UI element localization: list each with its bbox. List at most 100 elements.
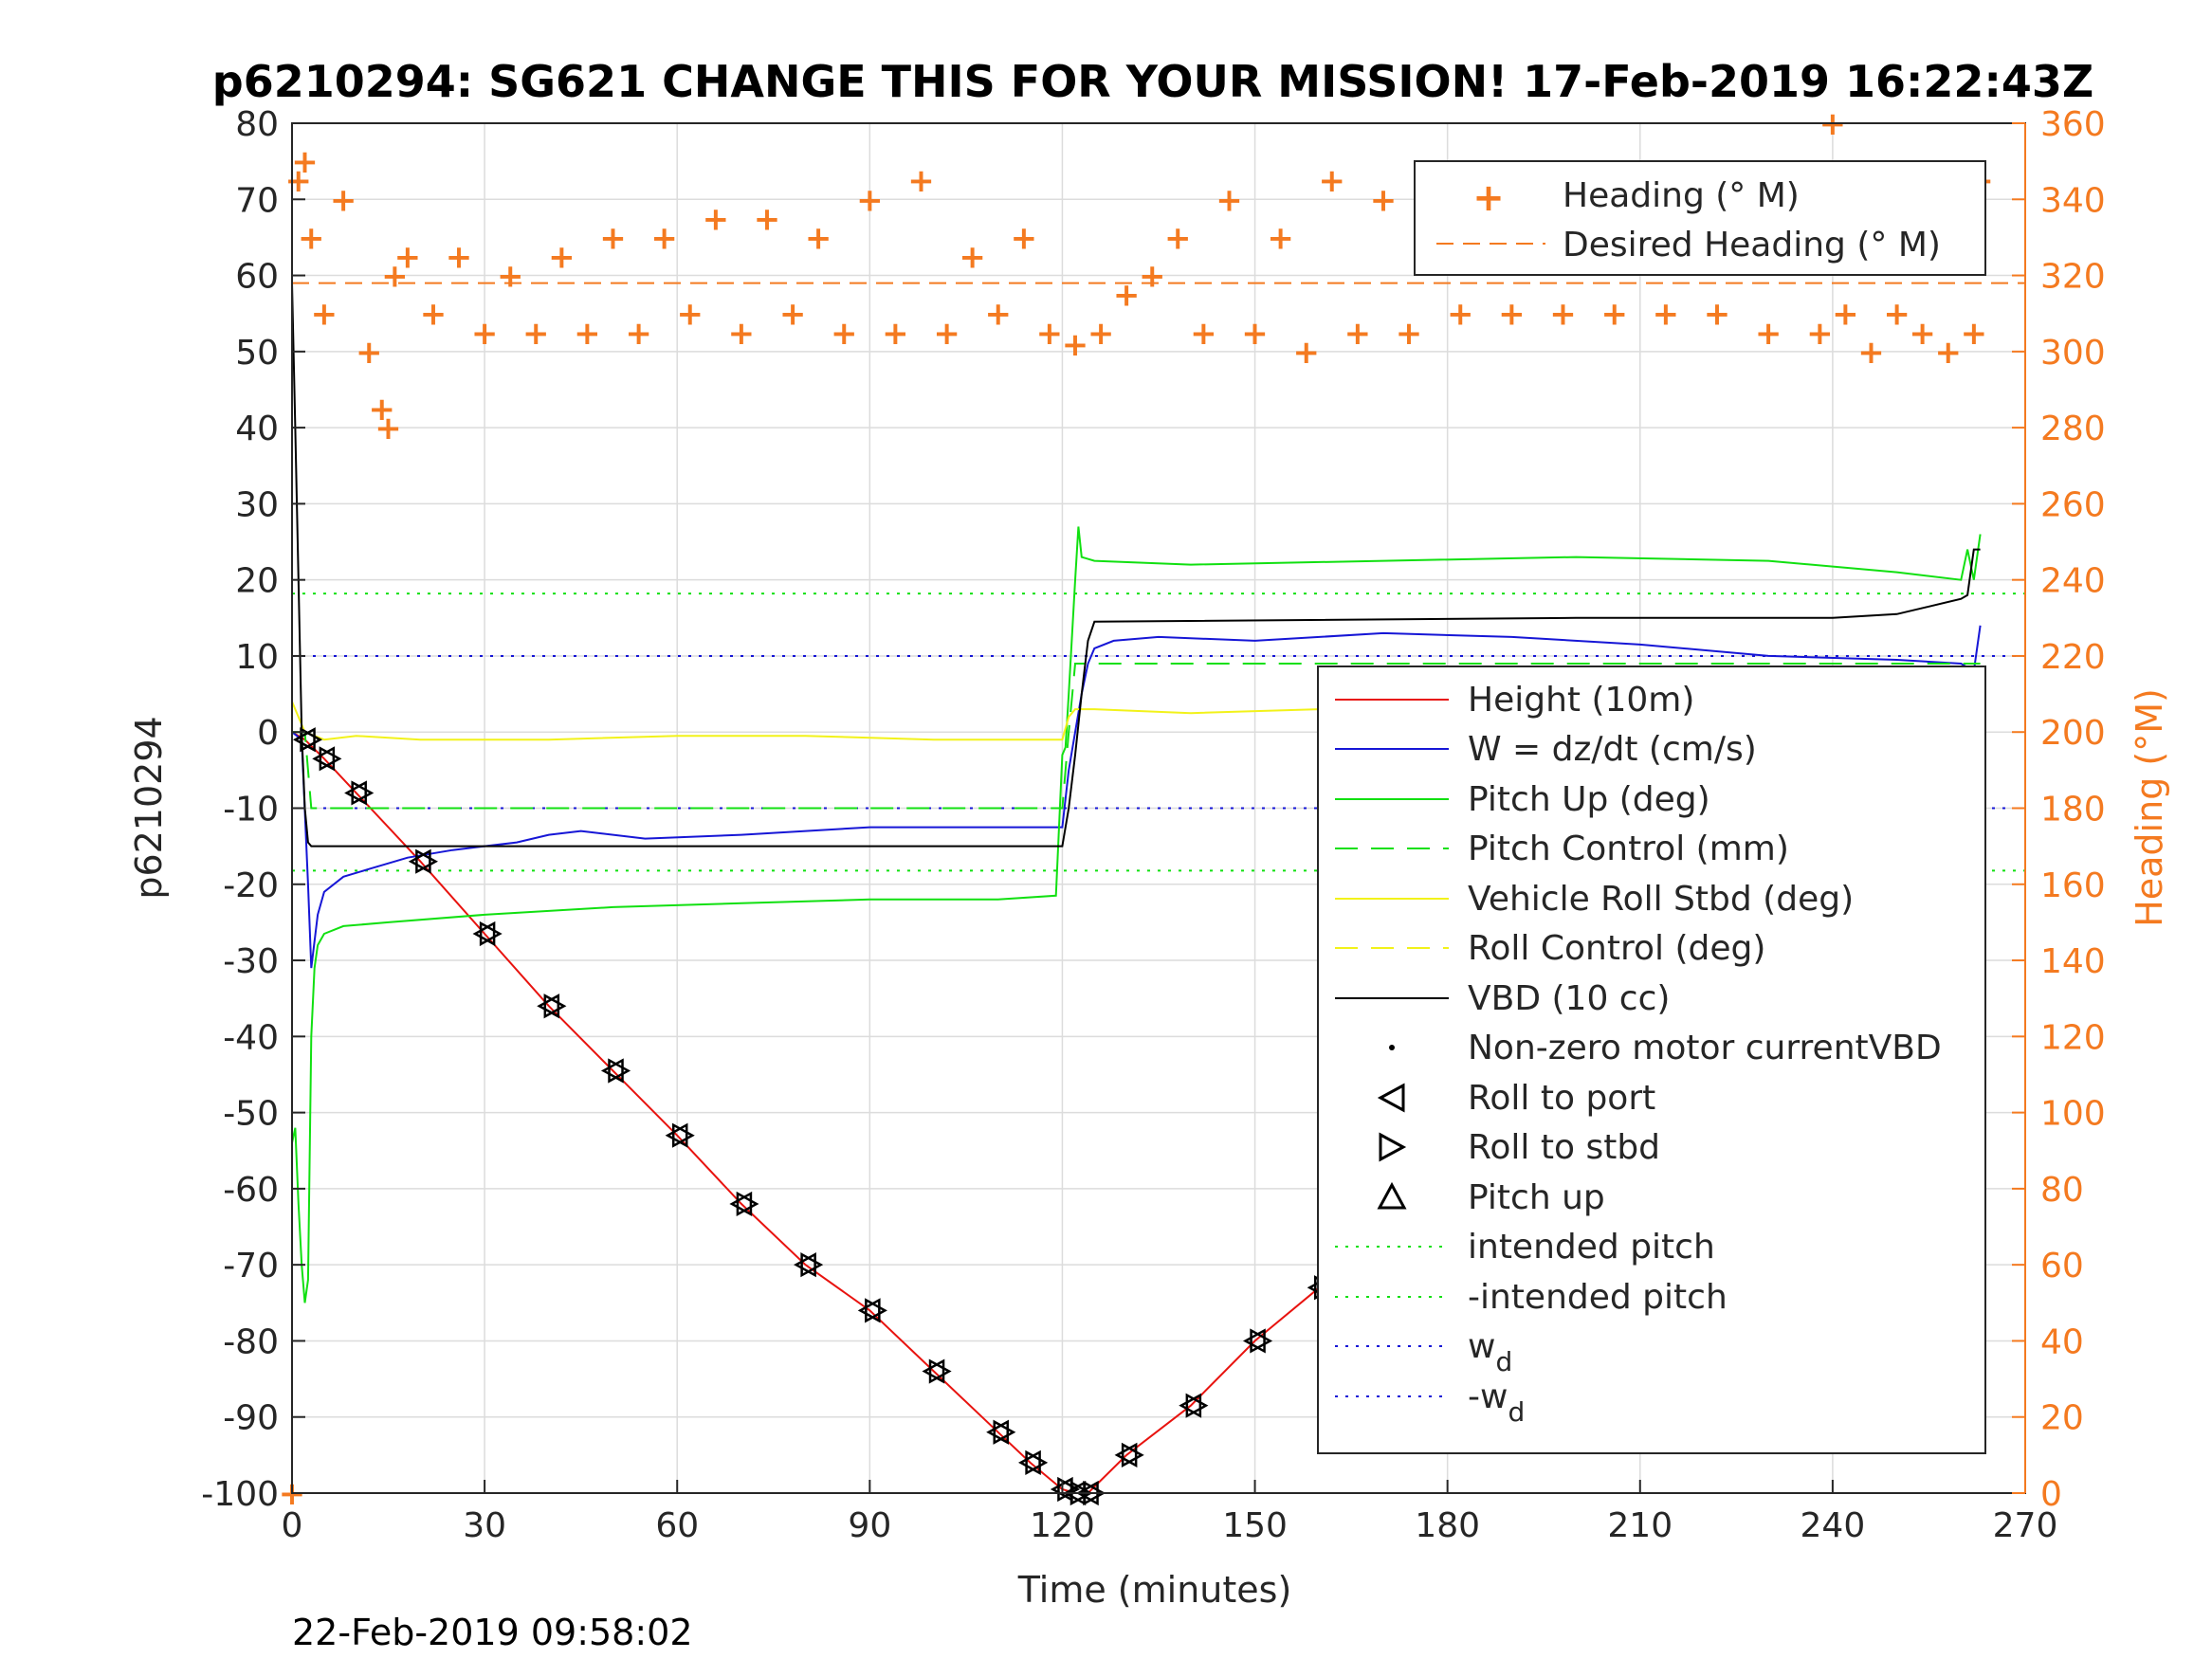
y-left-tick-label: 40 [235, 410, 279, 448]
heading-point: + [1498, 296, 1526, 334]
roll-stbd-marker [865, 1298, 887, 1323]
y-right-tick-label: 200 [2040, 714, 2106, 753]
heading-point: + [1857, 334, 1885, 372]
heading-point: + [381, 258, 409, 296]
heading-point: + [497, 258, 524, 296]
roll-port-marker [665, 1122, 688, 1148]
legend-label-wd-sub: d [1495, 1346, 1512, 1377]
heading-point: + [1036, 315, 1064, 353]
heading-point: + [1344, 315, 1372, 353]
x-tick-label: 180 [1415, 1506, 1480, 1545]
legend-label-neg-wd-main: -w [1468, 1377, 1508, 1416]
heading-point: + [831, 315, 858, 353]
legend-label-pitch-up: Pitch Up (deg) [1468, 780, 1710, 819]
roll-port-marker [1114, 1442, 1138, 1468]
roll-stbd-marker [1025, 1449, 1049, 1476]
reference-lines [292, 282, 2025, 872]
legend-label-motor-current: Non-zero motor currentVBD [1468, 1029, 1942, 1067]
legend-label-roll-port: Roll to port [1468, 1079, 1655, 1118]
heading-point: + [984, 296, 1012, 334]
heading-point: + [1139, 258, 1166, 296]
roll-stbd-marker [300, 727, 323, 753]
heading-point: + [1935, 334, 1963, 372]
heading-point: + [375, 410, 402, 447]
roll-port-marker [344, 780, 367, 806]
heading-point: + [1113, 277, 1141, 315]
y-right-tick-label: 100 [2040, 1095, 2106, 1134]
legend-label-neg-wd-sub: d [1508, 1396, 1525, 1428]
heading-point: + [728, 315, 756, 353]
heading-point: + [1319, 162, 1346, 200]
heading-point: + [779, 296, 807, 334]
heading-point: + [754, 200, 781, 238]
heading-point: + [311, 296, 338, 334]
roll-port-marker [1242, 1328, 1266, 1354]
heading-point: + [677, 296, 704, 334]
heading-point: + [548, 238, 576, 276]
heading-point: + [1216, 181, 1243, 219]
roll-port-marker [794, 1252, 816, 1278]
heading-point: + [1062, 326, 1089, 364]
roll-stbd-marker [608, 1058, 631, 1084]
heading-point: + [882, 315, 909, 353]
y-right-tick-label: 320 [2040, 258, 2106, 297]
heading-point: + [356, 334, 383, 372]
heading-point: + [1292, 334, 1320, 372]
legend-label-roll-stbd: Roll to stbd [1468, 1128, 1660, 1167]
heading-point: + [959, 238, 986, 276]
heading-point: + [1011, 219, 1038, 257]
legend-swatch-roll-stbd [1379, 1132, 1407, 1162]
y-right-tick-label: 140 [2040, 942, 2106, 981]
y-left-tick-label: -40 [223, 1018, 279, 1057]
heading-point: + [420, 296, 448, 334]
roll-stbd-marker [736, 1191, 759, 1217]
roll-port-marker [857, 1298, 881, 1323]
legend-swatch-roll-port [1377, 1083, 1405, 1113]
y-left-tick-label: 20 [235, 562, 279, 601]
y-right-tick-label: 360 [2040, 105, 2106, 144]
heading-point: + [1832, 296, 1859, 334]
x-tick-label: 60 [655, 1506, 699, 1545]
legend-heading-box [1414, 160, 1986, 276]
y-left-tick-label: 0 [257, 714, 279, 753]
y-right-tick-label: 300 [2040, 334, 2106, 373]
heading-point: + [703, 200, 730, 238]
heading-point: + [1704, 296, 1731, 334]
legend-label-pitch-up-marker: Pitch up [1468, 1178, 1605, 1217]
legend-main: Height (10m) W = dz/dt (cm/s) Pitch Up (… [1317, 665, 1986, 1454]
y-right-tick-label: 80 [2040, 1171, 2084, 1210]
roll-port-marker [472, 921, 496, 947]
heading-point: + [1241, 315, 1269, 353]
series-pitch-up-deg [291, 526, 1982, 1304]
roll-stbd-marker [928, 1358, 952, 1384]
roll-stbd-marker [479, 921, 503, 947]
heading-point: + [1549, 296, 1577, 334]
heading-point: + [298, 219, 325, 257]
y-axis-label-left: p6210294 [128, 716, 170, 899]
x-tick-label: 240 [1801, 1506, 1866, 1545]
x-tick-label: 120 [1030, 1506, 1095, 1545]
y-right-tick-label: 260 [2040, 485, 2106, 524]
heading-point: + [1883, 296, 1910, 334]
x-tick-label: 270 [1993, 1506, 2058, 1545]
legend-label-pitch-control: Pitch Control (mm) [1468, 830, 1789, 868]
axis-ticks: 0 30 60 90 120 150 180 210 240 270-100-90-80-70-6… [201, 105, 2105, 1545]
y-right-tick-label: 240 [2040, 562, 2106, 601]
y-left-tick-label: -90 [223, 1399, 279, 1438]
heading-point: + [291, 143, 319, 181]
y-right-tick-label: 40 [2040, 1322, 2084, 1361]
y-right-tick-label: 160 [2040, 866, 2106, 905]
heading-point: + [1088, 315, 1115, 353]
heading-point: + [625, 315, 652, 353]
roll-port-marker [408, 848, 431, 874]
y-left-tick-label: -70 [223, 1247, 279, 1285]
heading-point: + [285, 162, 313, 200]
legend-label-wd-main: w [1468, 1327, 1495, 1366]
legend-label-wd: wd [1468, 1327, 1512, 1377]
heading-point: + [446, 238, 473, 276]
roll-port-marker [922, 1358, 945, 1384]
heading-point: + [1961, 315, 1988, 353]
y-left-tick-label: -20 [223, 866, 279, 905]
roll-stbd-marker [671, 1122, 695, 1148]
